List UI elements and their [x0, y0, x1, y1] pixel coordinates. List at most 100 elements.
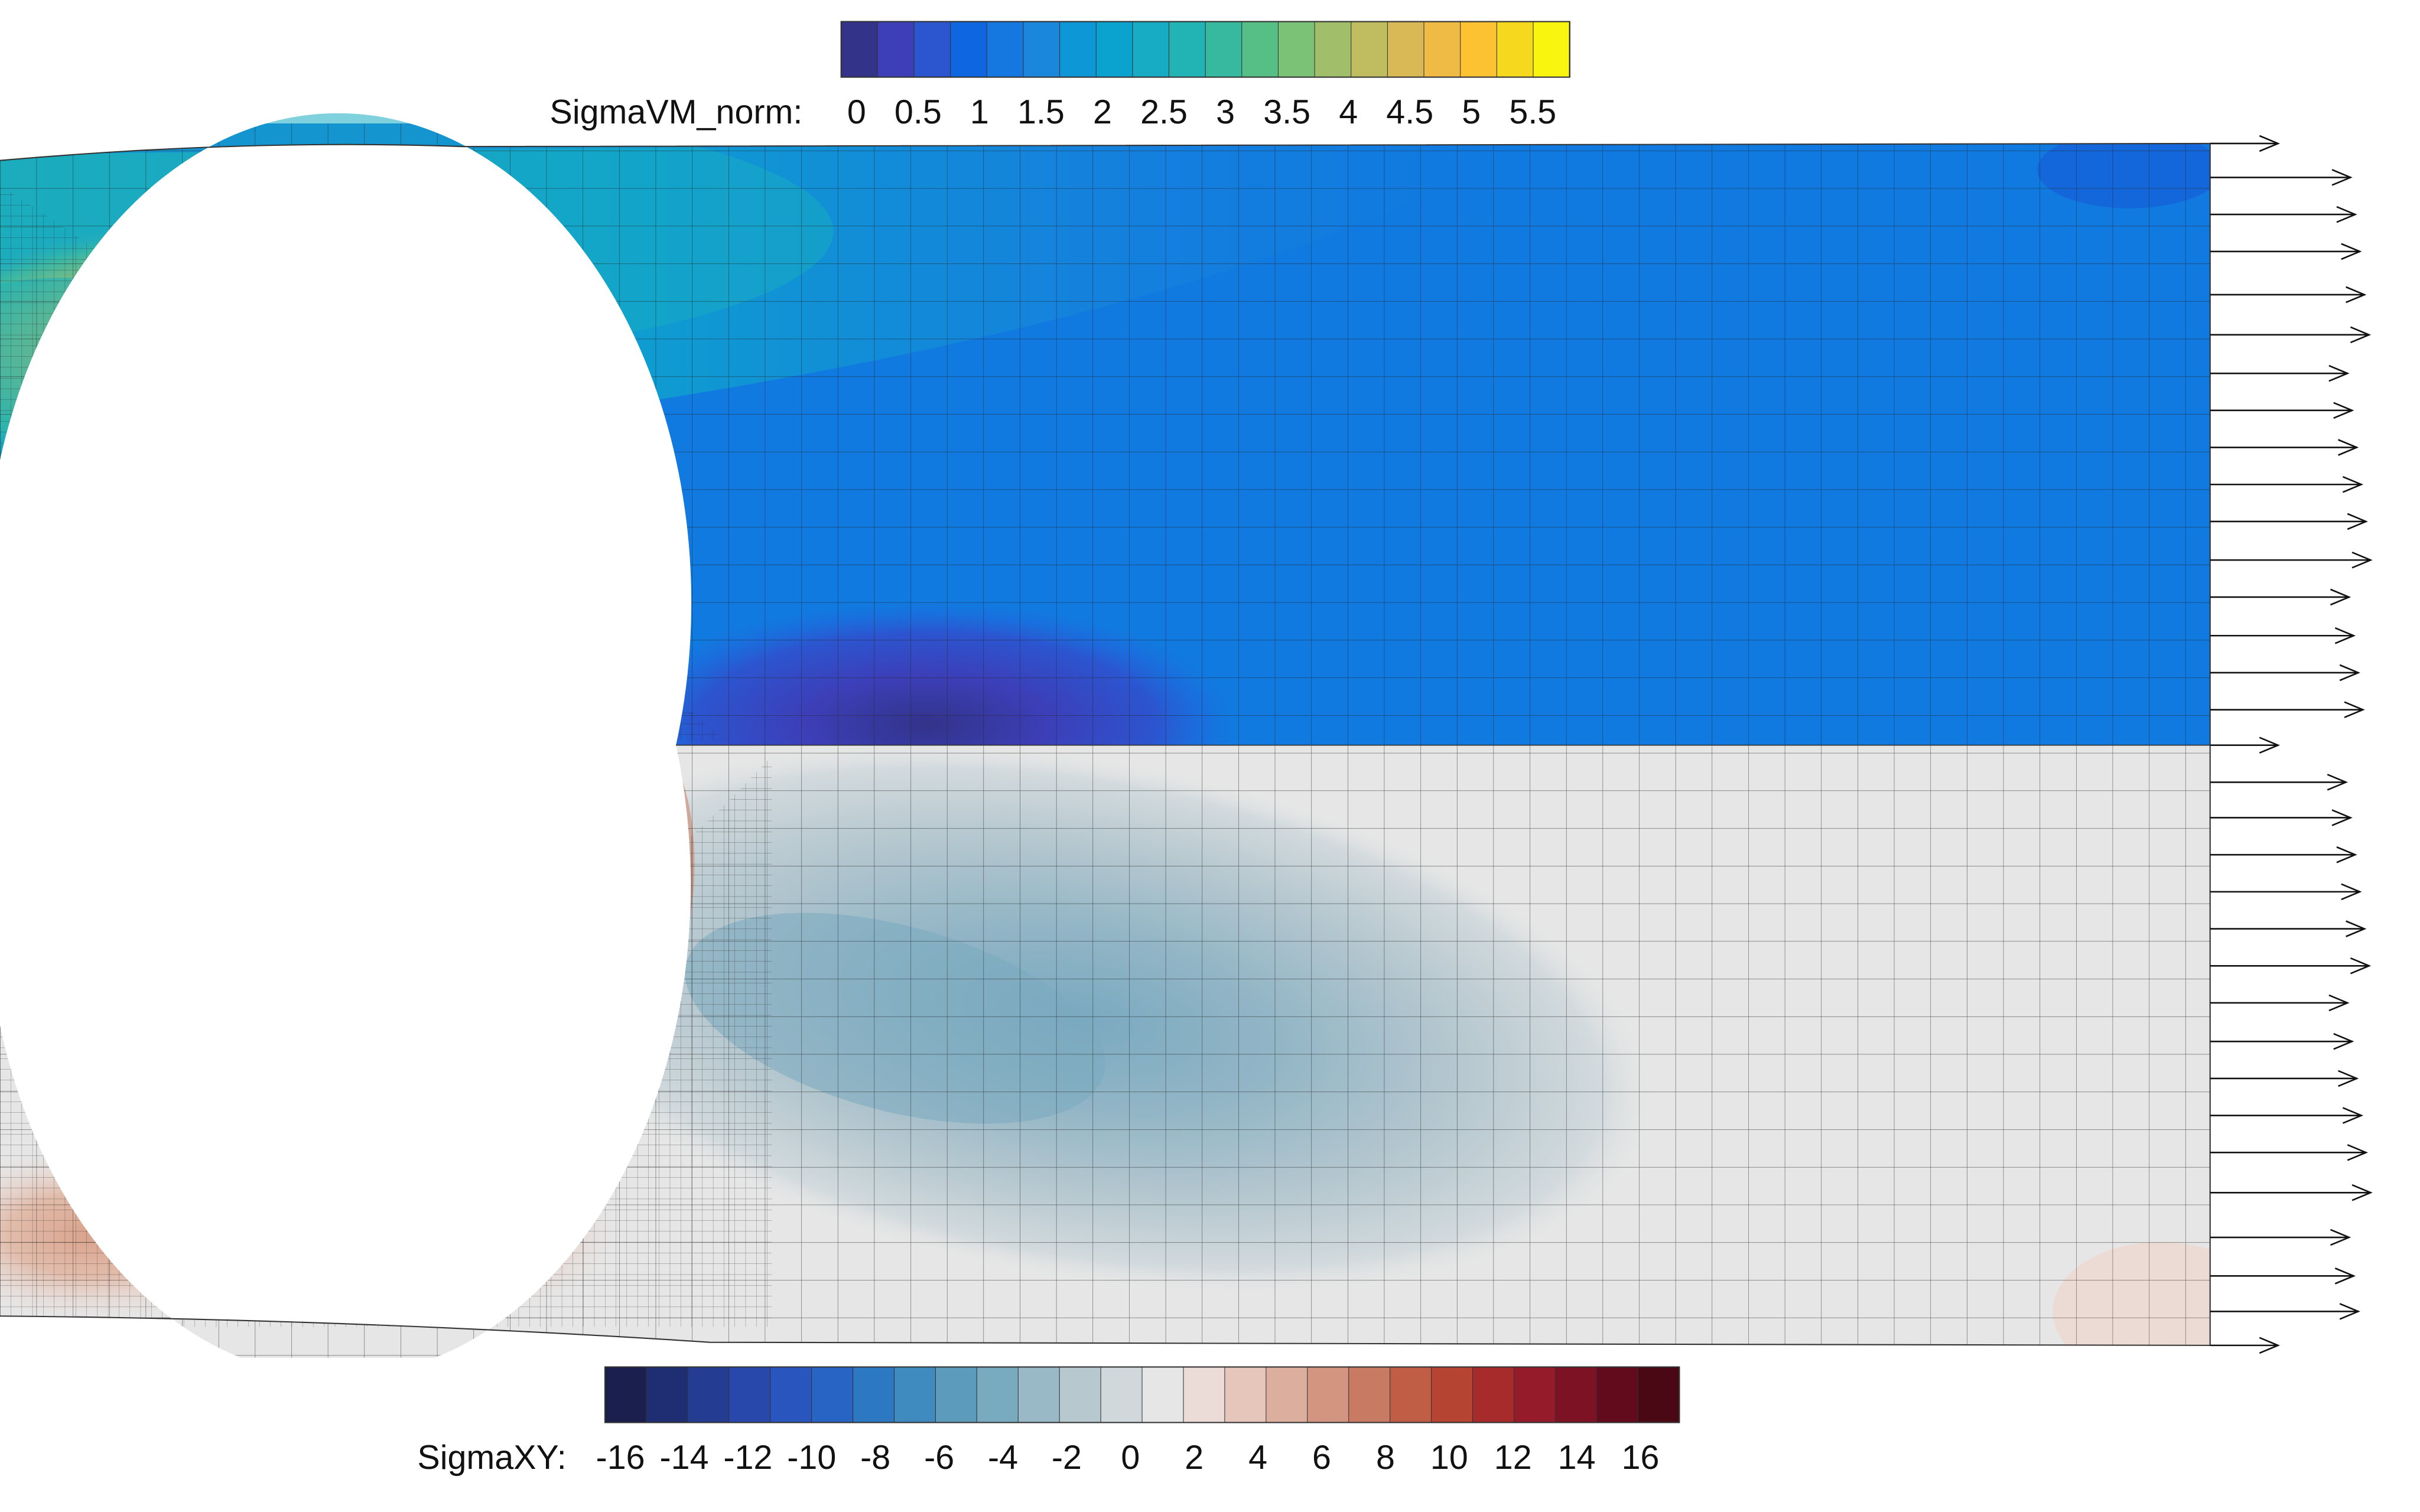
colorbar-bottom-tick: -4: [988, 1439, 1018, 1477]
arrow-head: [2341, 243, 2362, 260]
colorbar-bottom-swatch: [1266, 1366, 1309, 1423]
colorbar-bottom-tick: 4: [1248, 1439, 1267, 1477]
colorbar-top-ticks: 0 0.5 1 1.5 2 2.5 3 3.5 4 4.5 5 5.5: [847, 93, 1556, 131]
colorbar-bottom-swatch: [1513, 1366, 1556, 1423]
colorbar-top-tick: 2: [1093, 93, 1112, 131]
lower-field: [0, 745, 2210, 1377]
colorbar-bottom-swatch: [1390, 1366, 1432, 1423]
colorbar-top-swatch: [1460, 21, 1498, 78]
colorbar-top-tick: 0.5: [895, 93, 942, 131]
colorbar-bottom-swatch: [1183, 1366, 1226, 1423]
colorbar-bottom-ticks: -16 -14 -12 -10 -8 -6 -4 -2 0 2 4 6 8 10 12 14 16: [596, 1439, 1660, 1477]
colorbar-top-swatch: [1351, 21, 1388, 78]
colorbar-top-tick: 2.5: [1140, 93, 1188, 131]
colorbar-bottom-tick: -8: [860, 1439, 890, 1477]
arrow-head: [2330, 588, 2351, 606]
arrow-head: [2338, 439, 2359, 456]
colorbar-bottom-swatch: [853, 1366, 895, 1423]
arrow-head: [2334, 1267, 2356, 1285]
arrow-head: [2259, 1337, 2281, 1354]
colorbar-bottom-swatch: [604, 1366, 648, 1423]
colorbar-bottom-swatch: [770, 1366, 812, 1423]
colorbar-bottom-tick: -14: [659, 1439, 708, 1477]
colorbar-top-swatch: [950, 21, 988, 78]
arrow-head: [2347, 1144, 2368, 1161]
colorbar-top-swatch: [1132, 21, 1170, 78]
colorbar-top-tick: 0: [847, 93, 866, 131]
colorbar-top-swatch: [1095, 21, 1134, 78]
colorbar-bottom-swatch: [646, 1366, 689, 1423]
colorbar-bottom-tick: 0: [1121, 1439, 1140, 1477]
colorbar-top-tick: 3: [1216, 93, 1235, 131]
colorbar-top-swatch: [986, 21, 1024, 78]
colorbar-top-swatch: [1533, 21, 1570, 78]
colorbar-top-swatch: [1277, 21, 1316, 78]
colorbar-bottom-swatch: [1059, 1366, 1102, 1423]
colorbar-top-swatch: [1314, 21, 1352, 78]
colorbar-bottom-swatch: [687, 1366, 730, 1423]
arrow-head: [2333, 402, 2354, 419]
arrow-head: [2328, 364, 2350, 382]
colorbar-bottom-tick: 16: [1622, 1439, 1660, 1477]
colorbar-top-tick: 4.5: [1386, 93, 1433, 131]
colorbar-top-swatch: [913, 21, 951, 78]
colorbar-bottom-tick: -16: [596, 1439, 645, 1477]
colorbar-bottom-tick: -10: [787, 1439, 836, 1477]
colorbar-top-swatch: [1241, 21, 1279, 78]
colorbar-bottom-swatch: [935, 1366, 978, 1423]
colorbar-bottom-tick: -2: [1052, 1439, 1082, 1477]
colorbar-top-swatch: [841, 21, 879, 78]
colorbar-top-swatch: [1059, 21, 1097, 78]
arrow-head: [2342, 1107, 2364, 1124]
colorbar-bottom-tick: 8: [1376, 1439, 1395, 1477]
colorbar-top-swatch: [1168, 21, 1206, 78]
arrow-head: [2344, 701, 2365, 718]
colorbar-top-tick: 3.5: [1263, 93, 1310, 131]
colorbar-top-tick: 5: [1462, 93, 1481, 131]
arrow-head: [2339, 1303, 2360, 1320]
colorbar-top: SigmaVM_norm: 0 0.5 1 1.5 2 2.5 3 3.5 4 4.5 5 5.5: [550, 21, 1570, 131]
arrow-head: [2351, 551, 2373, 569]
colorbar-bottom-swatch: [976, 1366, 1019, 1423]
arrow-head: [2341, 883, 2362, 901]
colorbar-top-tick: 4: [1339, 93, 1358, 131]
arrow-head: [2327, 774, 2349, 791]
colorbar-bottom-tick: -12: [723, 1439, 772, 1477]
colorbar-top-swatch: [1387, 21, 1425, 78]
plate-outline: [0, 142, 2211, 1346]
colorbar-bottom-tick: 12: [1494, 1439, 1532, 1477]
colorbar-bottom-swatch: [1017, 1366, 1061, 1423]
colorbar-bottom-swatch: [1100, 1366, 1143, 1423]
colorbar-top-swatch: [877, 21, 915, 78]
colorbar-bottom-tick: 6: [1312, 1439, 1331, 1477]
colorbar-bottom-tick: 14: [1558, 1439, 1596, 1477]
arrow-head: [2259, 737, 2281, 754]
colorbar-bottom-swatch: [1554, 1366, 1598, 1423]
colorbar-top-swatches: [841, 21, 1570, 78]
arrow-head: [2336, 206, 2357, 223]
arrow-head: [2331, 809, 2353, 826]
arrow-head: [2346, 286, 2367, 304]
traction-arrows: [2210, 135, 2373, 1354]
arrow-head: [2342, 475, 2364, 493]
arrow-head: [2328, 994, 2350, 1012]
colorbar-bottom-swatch: [728, 1366, 772, 1423]
arrow-head: [2259, 135, 2281, 152]
arrow-head: [2347, 513, 2368, 530]
colorbar-top-tick: 1.5: [1017, 93, 1065, 131]
colorbar-bottom-swatch: [1224, 1366, 1267, 1423]
colorbar-bottom-tick: 2: [1185, 1439, 1204, 1477]
colorbar-top-swatch: [1205, 21, 1243, 78]
arrow-head: [2330, 1228, 2351, 1246]
colorbar-top-swatch: [1023, 21, 1061, 78]
colorbar-top-swatch: [1423, 21, 1462, 78]
arrow-head: [2336, 846, 2357, 863]
colorbar-bottom-label: SigmaXY:: [417, 1439, 566, 1477]
colorbar-bottom: SigmaXY: -16 -14 -12 -10 -8 -6 -4 -2 0 2 4 6 8 10 12 14…: [417, 1366, 1680, 1477]
arrow-head: [2350, 326, 2372, 344]
colorbar-bottom-swatch: [1431, 1366, 1474, 1423]
arrow-head: [2339, 664, 2360, 682]
arrow-head: [2351, 1184, 2373, 1201]
